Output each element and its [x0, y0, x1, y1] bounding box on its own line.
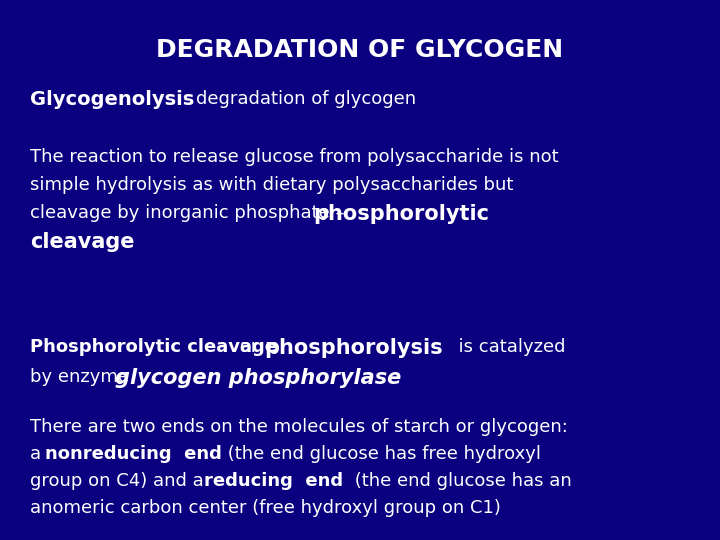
Text: is catalyzed: is catalyzed [447, 338, 565, 356]
Text: a: a [30, 445, 47, 463]
Text: cleavage: cleavage [30, 232, 135, 252]
Text: or: or [234, 338, 264, 356]
Text: reducing  end: reducing end [204, 472, 343, 490]
Text: (the end glucose has free hydroxyl: (the end glucose has free hydroxyl [222, 445, 541, 463]
Text: (the end glucose has an: (the end glucose has an [349, 472, 572, 490]
Text: There are two ends on the molecules of starch or glycogen:: There are two ends on the molecules of s… [30, 418, 568, 436]
Text: anomeric carbon center (free hydroxyl group on C1): anomeric carbon center (free hydroxyl gr… [30, 499, 501, 517]
Text: Glycogenolysis: Glycogenolysis [30, 90, 194, 109]
Text: - degradation of glycogen: - degradation of glycogen [178, 90, 416, 108]
Text: by enzyme: by enzyme [30, 368, 135, 386]
Text: group on C4) and a: group on C4) and a [30, 472, 210, 490]
Text: simple hydrolysis as with dietary polysaccharides but: simple hydrolysis as with dietary polysa… [30, 176, 513, 194]
Text: The reaction to release glucose from polysaccharide is not: The reaction to release glucose from pol… [30, 148, 559, 166]
Text: DEGRADATION OF GLYCOGEN: DEGRADATION OF GLYCOGEN [156, 38, 564, 62]
Text: glycogen phosphorylase: glycogen phosphorylase [115, 368, 401, 388]
Text: cleavage by inorganic phosphate –: cleavage by inorganic phosphate – [30, 204, 350, 222]
Text: phosphorolytic: phosphorolytic [313, 204, 489, 224]
Text: Phosphorolytic cleavage: Phosphorolytic cleavage [30, 338, 277, 356]
Text: nonreducing  end: nonreducing end [45, 445, 222, 463]
Text: phosphorolysis: phosphorolysis [264, 338, 443, 358]
